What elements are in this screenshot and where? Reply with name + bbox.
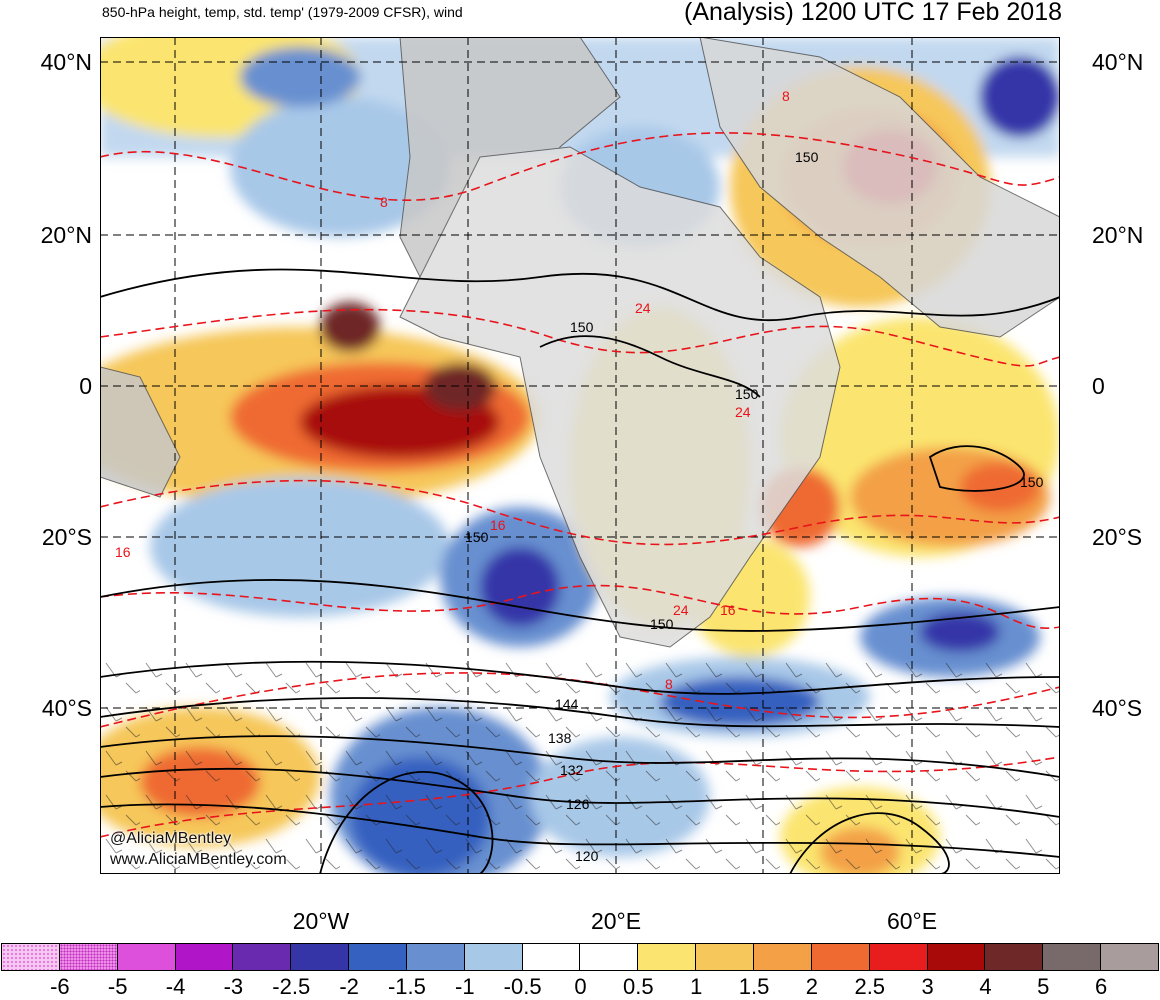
colorbar-box [290, 943, 350, 971]
colorbar-label: 1.5 [738, 974, 770, 999]
lon-label: 20°E [590, 908, 642, 934]
anomaly-colorbar [1, 943, 1159, 973]
colorbar-box [1100, 943, 1159, 971]
colorbar-box [810, 943, 870, 971]
height-label: 132 [560, 762, 584, 778]
colorbar-box [1, 943, 60, 971]
temp-label: 24 [735, 404, 751, 420]
colorbar-box [116, 943, 176, 971]
height-contours [100, 268, 1060, 874]
temp-label: 8 [782, 88, 790, 104]
colorbar-box [926, 943, 986, 971]
temp-label: 8 [380, 194, 388, 210]
lat-label-right: 20°N [1092, 222, 1144, 248]
temp-label: 16 [115, 544, 131, 560]
lat-label-left: 20°N [40, 222, 92, 248]
temperature-contours [100, 132, 1060, 838]
height-label: 120 [575, 848, 599, 864]
colorbar-box [868, 943, 928, 971]
map-title: (Analysis) 1200 UTC 17 Feb 2018 [684, 0, 1062, 26]
height-label: 138 [548, 730, 572, 746]
temp-label: 16 [490, 517, 506, 533]
height-label: 126 [566, 796, 590, 812]
colorbar-label: -5 [107, 974, 128, 999]
lat-label-right: 40°S [1092, 695, 1143, 721]
height-label: 150 [735, 386, 759, 402]
colorbar-box [232, 943, 292, 971]
lat-label-left: 40°S [41, 695, 92, 721]
colorbar-label: -4 [165, 974, 186, 999]
colorbar-label: -0.5 [503, 974, 542, 999]
temp-label: 24 [635, 300, 651, 316]
credit-website: www.AliciaMBentley.com [110, 851, 287, 868]
lat-label-right: 0 [1092, 373, 1105, 399]
land-mask [100, 37, 1060, 648]
map-subtitle: 850-hPa height, temp, std. temp' (1979-2… [102, 4, 463, 20]
height-label: 144 [555, 696, 579, 712]
colorbar-label: 4 [979, 974, 992, 999]
colorbar-label: 3 [921, 974, 934, 999]
colorbar-box [348, 943, 407, 971]
colorbar-box [463, 943, 523, 971]
colorbar-box [521, 943, 581, 971]
lat-label-left: 40°N [40, 49, 92, 75]
colorbar-label: 0 [574, 974, 587, 999]
colorbar-label: -2 [339, 974, 359, 999]
temp-label: 24 [673, 602, 689, 618]
lat-label-left: 0 [79, 373, 92, 399]
height-label: 150 [465, 529, 489, 545]
colorbar-label: -1 [455, 974, 475, 999]
lon-label: 20°W [292, 908, 350, 934]
colorbar-box [752, 943, 812, 971]
colorbar-label: -6 [50, 974, 70, 999]
colorbar-label: 2.5 [854, 974, 886, 999]
temp-label: 16 [720, 602, 736, 618]
colorbar-label: -1.5 [387, 974, 426, 999]
colorbar-box [1042, 943, 1102, 971]
credit-twitter: @AliciaMBentley [110, 830, 232, 847]
colorbar-label: 5 [1037, 974, 1050, 999]
colorbar-label: 2 [805, 974, 819, 999]
colorbar-label: 6 [1095, 974, 1108, 999]
colorbar-box [174, 943, 234, 971]
height-label: 150 [570, 319, 594, 335]
temp-label: 8 [665, 676, 673, 692]
height-label: 150 [1020, 474, 1044, 490]
colorbar-label: -2.5 [272, 974, 311, 999]
colorbar-box [637, 943, 697, 971]
colorbar-box [695, 943, 754, 971]
colorbar-label: 1 [690, 974, 703, 999]
analysis-map: 150 150 150 150 150 150 144 138 132 126 … [100, 37, 1060, 874]
colorbar-label: -3 [223, 974, 244, 999]
height-label: 150 [795, 149, 819, 165]
colorbar-label: 0.5 [623, 974, 654, 999]
colorbar-box [984, 943, 1044, 971]
lat-label-left: 20°S [41, 524, 92, 550]
lat-label-right: 40°N [1092, 49, 1144, 75]
colorbar-box [405, 943, 465, 971]
colorbar-box [58, 943, 118, 971]
graticule [100, 37, 1060, 874]
colorbar-box [579, 943, 639, 971]
height-label: 150 [650, 616, 674, 632]
lon-label: 60°E [886, 908, 938, 934]
lat-label-right: 20°S [1092, 524, 1143, 550]
colorbar-labels: -6 -5 -4 -3 -2.5 -2 -1.5 -1 -0.5 0 0.5 1 1.5 2 2.5 3 4 5 6 [0, 974, 1160, 999]
